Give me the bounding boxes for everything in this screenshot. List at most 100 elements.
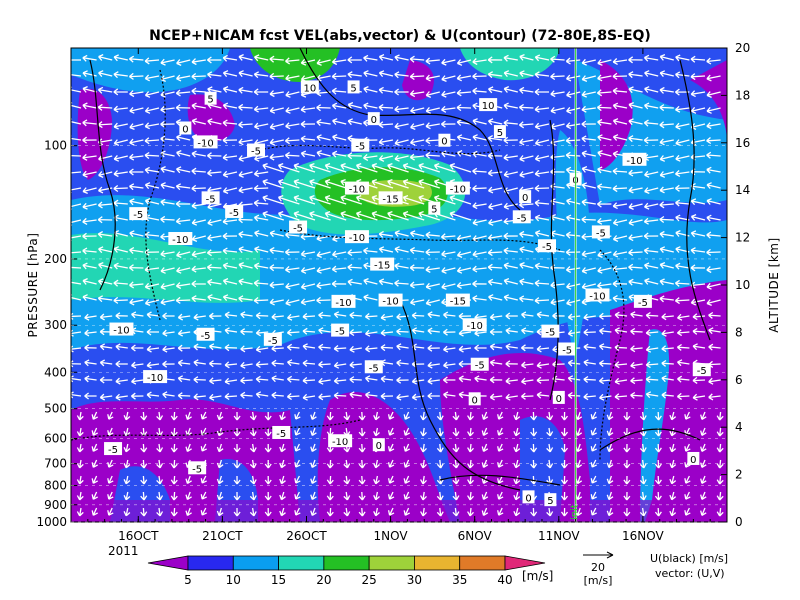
colorbar-tick-label: 10: [226, 573, 241, 587]
colorbar-high-triangle: [504, 555, 546, 571]
pressure-tick-label: 900: [44, 498, 67, 512]
year-label: 2011: [108, 544, 139, 558]
svg-text:-10: -10: [147, 373, 163, 384]
altitude-tick-label: 6: [735, 373, 743, 387]
colorbar-tick-label: 40: [497, 573, 512, 587]
legend-vector: vector: (U,V): [655, 567, 725, 580]
svg-text:-5: -5: [251, 147, 261, 158]
svg-text:-5: -5: [192, 464, 202, 475]
colorbar-low-triangle: [147, 555, 189, 571]
svg-text:-10: -10: [172, 235, 188, 246]
pressure-tick-label: 700: [44, 457, 67, 471]
x-tick-label: 26OCT: [286, 529, 327, 543]
x-tick-label: 1NOV: [374, 529, 409, 543]
contour-label: -15: [445, 293, 470, 308]
svg-text:0: 0: [525, 493, 531, 504]
svg-text:0: 0: [472, 395, 478, 406]
contour-label: 5: [428, 201, 441, 216]
x-tick-label: 16NOV: [622, 529, 664, 543]
svg-text:-5: -5: [475, 361, 485, 372]
colorbar-box: [323, 555, 370, 571]
colorbar-tick-label: 5: [184, 573, 192, 587]
svg-text:-10: -10: [349, 185, 365, 196]
contour-label: -10: [344, 181, 369, 196]
contour-label: 0: [522, 490, 535, 504]
contour-label: 0: [367, 112, 380, 126]
contour-label: -10: [193, 135, 218, 149]
contour-label: -10: [331, 294, 356, 309]
svg-text:-5: -5: [268, 336, 278, 347]
contour-label: -10: [143, 370, 168, 384]
altitude-tick-label: 0: [735, 515, 743, 529]
pressure-tick-label: 100: [44, 139, 67, 153]
svg-text:0: 0: [182, 124, 188, 135]
colorbar-box: [368, 555, 415, 571]
contour-label: 0: [438, 133, 451, 148]
contour-label: 0: [552, 390, 565, 405]
svg-text:-5: -5: [293, 224, 303, 235]
init-label: init: [570, 504, 581, 520]
svg-text:0: 0: [441, 137, 447, 148]
contour-label: -10: [109, 322, 134, 337]
svg-text:-10: -10: [113, 326, 129, 337]
svg-text:-5: -5: [229, 208, 239, 219]
svg-text:0: 0: [556, 394, 562, 405]
svg-text:-15: -15: [374, 261, 390, 272]
contour-label: -10: [378, 293, 403, 308]
svg-text:-15: -15: [450, 297, 466, 308]
contour-label: 5: [347, 80, 360, 94]
altitude-tick-label: 18: [735, 88, 750, 102]
contour-label: -5: [633, 294, 652, 309]
vector-reference-unit: [m/s]: [584, 574, 613, 587]
svg-text:-5: -5: [369, 363, 379, 374]
contour-label: 0: [519, 190, 532, 204]
svg-text:5: 5: [497, 128, 503, 139]
svg-text:-5: -5: [562, 345, 572, 356]
svg-text:-5: -5: [276, 429, 286, 440]
contour-label: -15: [370, 257, 395, 272]
svg-text:0: 0: [522, 193, 528, 204]
colorbar-tick-label: 15: [271, 573, 286, 587]
svg-text:-5: -5: [206, 194, 216, 205]
contour-label: 0: [372, 438, 385, 452]
svg-text:-5: -5: [335, 327, 345, 338]
contour-label: 0: [468, 392, 481, 406]
altitude-tick-label: 14: [735, 183, 750, 197]
svg-text:0: 0: [376, 441, 382, 452]
contour-label: -5: [196, 327, 215, 342]
altitude-tick-label: 2: [735, 468, 743, 482]
svg-text:10: 10: [303, 83, 316, 94]
colorbar-box: [232, 555, 279, 571]
u-contours: [71, 48, 711, 491]
altitude-axis-label: ALTITUDE [km]: [767, 237, 781, 332]
x-tick-label: 21OCT: [202, 529, 243, 543]
vector-reference-value: 20: [591, 561, 605, 574]
svg-text:-5: -5: [133, 210, 143, 221]
svg-text:5: 5: [350, 83, 356, 94]
pressure-tick-label: 300: [44, 318, 67, 332]
svg-text:0: 0: [690, 455, 696, 466]
altitude-tick-label: 16: [735, 136, 750, 150]
contour-label: -5: [470, 357, 489, 372]
contour-label: 10: [300, 80, 319, 94]
contour-label: -10: [585, 288, 610, 302]
contour-label: -5: [129, 207, 148, 221]
svg-text:-5: -5: [545, 328, 555, 339]
svg-text:0: 0: [371, 115, 377, 126]
contour-label: -10: [344, 230, 369, 244]
pressure-tick-label: 400: [44, 365, 67, 379]
svg-text:-5: -5: [355, 142, 365, 153]
legend-contour: U(black) [m/s]: [650, 552, 728, 565]
altitude-tick-label: 4: [735, 420, 743, 434]
contour-label: -5: [272, 425, 291, 440]
contour-label: -5: [591, 225, 610, 239]
colorbar-tick-label: 20: [316, 573, 331, 587]
colorbar-tick-label: 30: [407, 573, 422, 587]
svg-text:-10: -10: [197, 138, 213, 149]
contour-label: 5: [493, 125, 506, 139]
svg-text:-10: -10: [349, 233, 365, 244]
altitude-tick-label: 8: [735, 325, 743, 339]
altitude-tick-label: 10: [735, 278, 750, 292]
colorbar-box: [459, 555, 506, 571]
